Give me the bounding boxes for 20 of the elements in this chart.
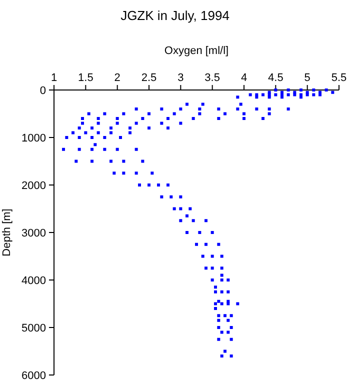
y-axis-title: Depth [m] (1, 208, 13, 256)
y-tick-label: 2000 (22, 180, 46, 192)
x-tick-label: 4 (240, 72, 248, 84)
x-tick-label: 5 (304, 72, 310, 84)
x-tick-label: 3 (178, 72, 184, 84)
x-tick-label: 2.5 (141, 72, 157, 84)
y-tick-label: 3000 (22, 228, 46, 240)
x-tick-label: 3.5 (204, 72, 220, 84)
x-tick-label: 2 (114, 72, 120, 84)
x-tick-label: 5.5 (331, 72, 347, 84)
y-tick-label: 1000 (22, 132, 46, 144)
y-tick-label: 4000 (22, 275, 46, 287)
x-tick-label: 4.5 (268, 72, 284, 84)
y-tick-label: 0 (40, 85, 46, 97)
chart-title: JGZK in July, 1994 (120, 8, 230, 23)
x-tick-label: 1 (50, 72, 58, 84)
x-axis-title: Oxygen [ml/l] (164, 45, 229, 57)
y-tick-label: 6000 (22, 370, 46, 382)
y-tick-label: 5000 (22, 322, 46, 334)
x-tick-label: 1.5 (78, 72, 94, 84)
